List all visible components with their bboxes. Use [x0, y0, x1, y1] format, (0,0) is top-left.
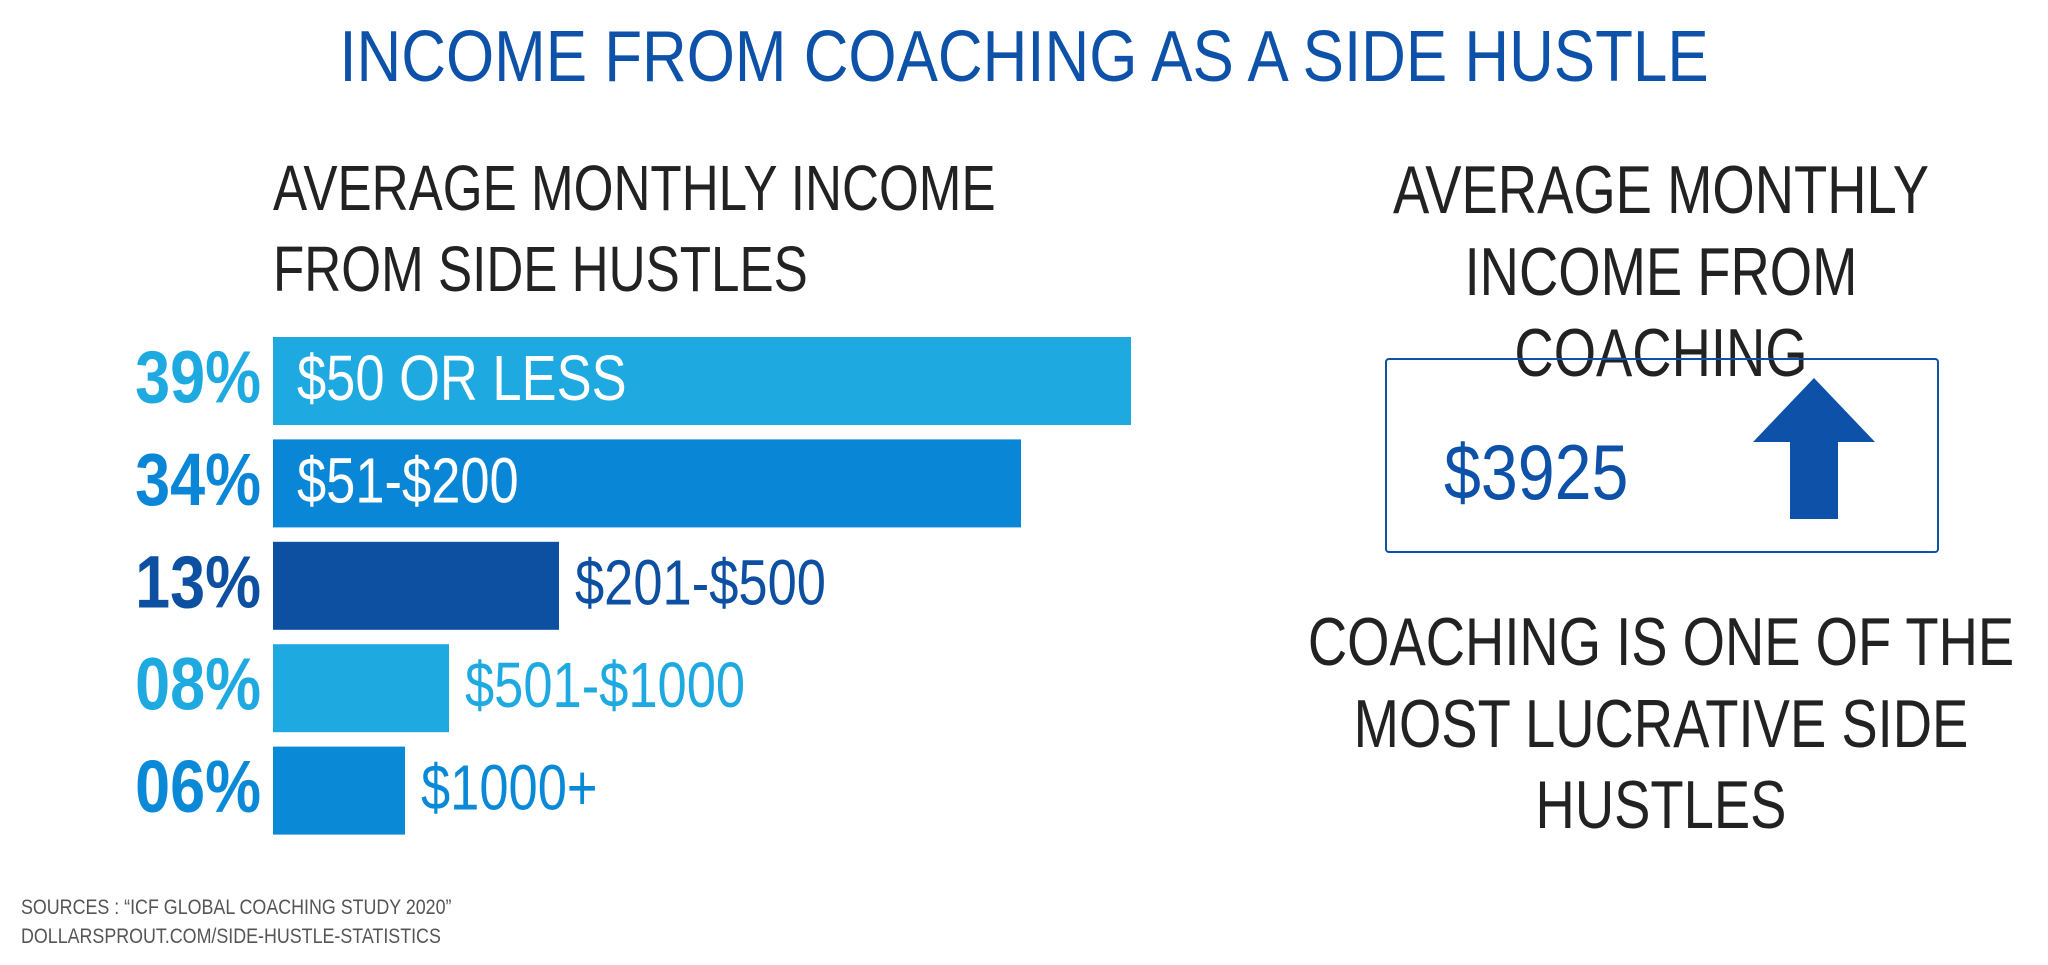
- page-title: INCOME FROM COACHING AS A SIDE HUSTLE: [339, 17, 1709, 97]
- amount-box: [1385, 358, 1939, 553]
- bar: [273, 541, 559, 630]
- source: SOURCES : “ICF GLOBAL COACHING STUDY 202…: [21, 896, 452, 919]
- value-label: 06%: [135, 745, 261, 828]
- bar: [273, 337, 1131, 425]
- value-label: 39%: [135, 336, 261, 419]
- category-label: $1000+: [421, 753, 598, 824]
- category-label: $501-$1000: [465, 650, 745, 721]
- value-label: 34%: [135, 438, 261, 521]
- category-label: $201-$500: [575, 548, 826, 619]
- up-arrow: [1753, 378, 1875, 519]
- category-label: $51-$200: [297, 445, 519, 516]
- value-label: 08%: [135, 643, 261, 726]
- coaching-amount: $3925: [1444, 428, 1629, 516]
- value-label: 13%: [135, 541, 261, 624]
- chart-title: AVERAGE MONTHLY INCOME FROM SIDE HUSTLES: [273, 152, 996, 306]
- coaching-note: COACHING IS ONE OF THE MOST LUCRATIVE SI…: [1307, 604, 2015, 844]
- bar: [273, 644, 449, 733]
- source: DOLLARSPROUT.COM/SIDE-HUSTLE-STATISTICS: [21, 925, 441, 948]
- bar: [273, 439, 1021, 528]
- bar: [273, 746, 405, 835]
- coaching-heading: AVERAGE MONTHLY INCOME FROM COACHING: [1392, 152, 1930, 392]
- category-label: $50 OR LESS: [297, 343, 627, 414]
